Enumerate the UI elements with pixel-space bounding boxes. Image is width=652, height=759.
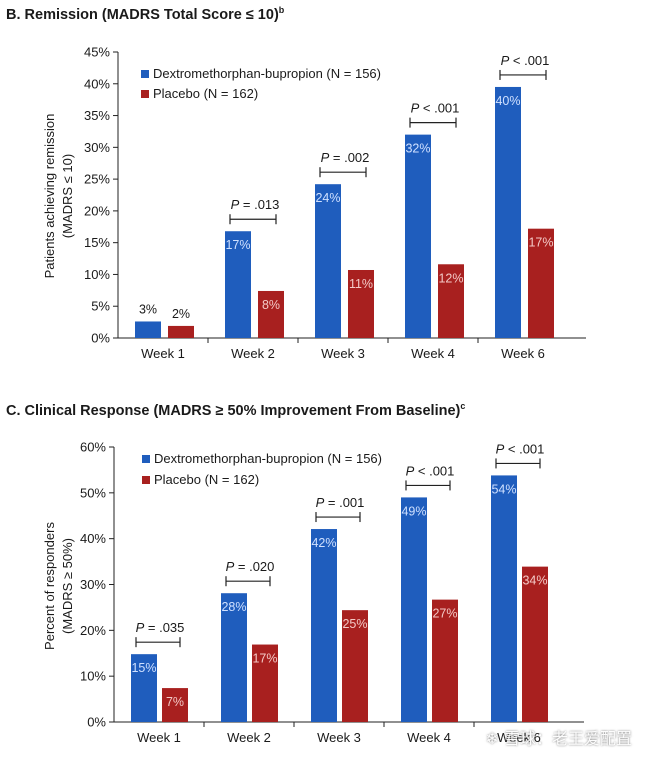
y-tick-label: 30% (80, 577, 106, 592)
data-label: 12% (438, 271, 463, 285)
panel-b-title-footnote: b (278, 5, 285, 15)
p-value-label: P = .002 (321, 150, 370, 165)
y-tick-label: 60% (80, 440, 106, 455)
snowball-logo-icon: ❄ (485, 729, 499, 748)
remission-chart: 0% 5% 10% 15% 20% 25% 30% 35% 40% 45% Patients ach… (42, 45, 586, 361)
legend-label: Dextromethorphan-bupropion (N = 156) (154, 451, 382, 466)
data-label: 24% (315, 191, 340, 205)
y-tick-label: 20% (80, 623, 106, 638)
panel-c-title: C. Clinical Response (MADRS ≥ 50% Improv… (6, 401, 465, 419)
p-value-label: P < .001 (406, 463, 455, 478)
y-tick-label: 5% (91, 299, 110, 314)
x-tick-label: Week 2 (227, 730, 271, 745)
data-label: 8% (262, 298, 280, 312)
data-label: 40% (495, 94, 520, 108)
p-value-label: P = .020 (226, 559, 275, 574)
bar-dextromethorphan-bupropion (405, 134, 431, 338)
watermark: ❄ 雪球：老王爱配置 (485, 725, 632, 749)
x-tick-label: Week 6 (497, 730, 541, 745)
panel-c-title-footnote: c (460, 401, 466, 411)
x-tick-label: Week 3 (321, 346, 365, 361)
legend-swatch-dextromethorphan-bupropion (141, 70, 149, 78)
data-label: 17% (528, 236, 553, 250)
legend-swatch-placebo (141, 90, 149, 98)
panel-b-title: B. Remission (MADRS Total Score ≤ 10)b (6, 5, 284, 23)
bar-placebo (522, 566, 548, 722)
y-axis-label: Percent of responders (42, 522, 57, 650)
y-tick-label: 35% (84, 108, 110, 123)
data-label: 28% (221, 600, 246, 614)
bar-dextromethorphan-bupropion (401, 497, 427, 722)
y-tick-label: 10% (80, 669, 106, 684)
bar-dextromethorphan-bupropion (491, 475, 517, 722)
x-tick-label: Week 6 (501, 346, 545, 361)
data-label: 15% (131, 661, 156, 675)
bar-placebo (168, 325, 194, 338)
bar-dextromethorphan-bupropion (221, 593, 247, 722)
y-tick-label: 25% (84, 172, 110, 187)
y-tick-label: 0% (91, 331, 110, 346)
data-label: 17% (225, 238, 250, 252)
legend-swatch-placebo (142, 476, 150, 484)
y-tick-label: 40% (80, 531, 106, 546)
y-tick-label: 45% (84, 45, 110, 60)
bar-placebo (528, 228, 554, 338)
x-tick-label: Week 4 (411, 346, 455, 361)
p-value-label: P < .001 (411, 101, 460, 116)
y-tick-label: 50% (80, 485, 106, 500)
y-tick-label: 30% (84, 140, 110, 155)
bar-placebo (252, 644, 278, 722)
panel-c-title-text: C. Clinical Response (MADRS ≥ 50% Improv… (6, 402, 461, 419)
data-label: 2% (172, 307, 190, 321)
panel-b-title-text: B. Remission (MADRS Total Score ≤ 10) (6, 6, 279, 23)
bar-dextromethorphan-bupropion (225, 231, 251, 338)
p-value-label: P = .001 (316, 495, 365, 510)
p-value-label: P = .035 (136, 620, 185, 635)
x-tick-label: Week 4 (407, 730, 451, 745)
x-tick-label: Week 1 (141, 346, 185, 361)
bar-placebo (438, 264, 464, 338)
y-tick-label: 40% (84, 76, 110, 91)
y-axis-label: (MADRS ≤ 10) (60, 154, 75, 238)
p-value-label: P < .001 (496, 441, 545, 456)
x-tick-label: Week 1 (137, 730, 181, 745)
bar-placebo (432, 599, 458, 722)
bar-dextromethorphan-bupropion (135, 321, 161, 338)
bar-dextromethorphan-bupropion (131, 654, 157, 722)
bar-dextromethorphan-bupropion (495, 86, 521, 338)
p-value-label: P < .001 (501, 53, 550, 68)
data-label: 49% (401, 504, 426, 518)
legend-label: Placebo (N = 162) (154, 472, 259, 487)
data-label: 11% (349, 277, 373, 291)
y-axis-label: (MADRS ≥ 50%) (60, 538, 75, 634)
data-label: 54% (491, 482, 516, 496)
data-label: 3% (139, 302, 157, 316)
bar-placebo (162, 688, 188, 722)
legend-swatch-dextromethorphan-bupropion (142, 455, 150, 463)
watermark-text: 雪球：老王爱配置 (503, 729, 632, 748)
y-tick-label: 10% (84, 267, 110, 282)
y-axis-label: Patients achieving remission (42, 114, 57, 279)
bar-placebo (258, 290, 284, 338)
data-label: 17% (252, 652, 277, 666)
data-label: 25% (342, 617, 367, 631)
data-label: 34% (522, 574, 547, 588)
y-tick-label: 20% (84, 203, 110, 218)
legend-label: Placebo (N = 162) (153, 86, 258, 101)
data-label: 32% (405, 142, 430, 156)
bar-placebo (348, 269, 374, 338)
y-tick-label: 15% (84, 235, 110, 250)
x-tick-label: Week 3 (317, 730, 361, 745)
bar-dextromethorphan-bupropion (315, 184, 341, 338)
x-tick-label: Week 2 (231, 346, 275, 361)
y-tick-label: 0% (87, 715, 106, 730)
data-label: 27% (432, 607, 457, 621)
bar-placebo (342, 610, 368, 722)
data-label: 7% (166, 695, 184, 709)
bar-dextromethorphan-bupropion (311, 529, 337, 722)
p-value-label: P = .013 (231, 197, 280, 212)
legend-label: Dextromethorphan-bupropion (N = 156) (153, 66, 381, 81)
data-label: 42% (311, 536, 336, 550)
